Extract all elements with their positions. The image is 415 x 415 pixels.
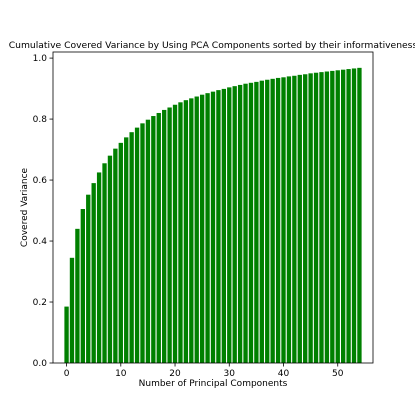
x-tick-label-30: 30 [224,369,236,379]
bar-46 [313,72,319,363]
x-tick-label-40: 40 [278,369,290,379]
bar-27 [210,91,216,363]
bar-37 [265,79,270,363]
bar-41 [286,76,292,363]
bar-54 [357,67,362,363]
bar-49 [330,70,335,364]
bar-45 [308,73,313,363]
bar-22 [183,100,189,364]
bar-33 [243,83,248,364]
bar-19 [167,107,172,364]
y-tick-label-0.2: 0.2 [33,298,47,308]
bar-2 [75,228,80,363]
bar-36 [259,80,264,363]
bar-11 [124,137,129,363]
y-axis: 0.0 0.2 0.4 0.6 0.8 1.0 [33,54,53,369]
bar-31 [232,86,237,364]
bar-16 [151,116,156,363]
bar-29 [221,88,227,363]
bar-53 [351,68,357,364]
x-tick-label-10: 10 [115,369,127,379]
x-axis: 0 10 20 30 40 50 [64,363,344,379]
plot-frame [52,51,374,364]
bar-30 [227,87,232,364]
x-axis-label: Number of Principal Components [139,379,288,389]
bar-35 [254,81,259,363]
bar-25 [199,94,205,363]
y-tick-label-1.0: 1.0 [33,54,48,64]
bar-51 [341,69,346,364]
bar-40 [281,77,286,363]
bar-5 [91,183,96,363]
bar-38 [270,78,275,363]
bar-42 [292,75,297,363]
bar-23 [189,98,194,363]
bar-6 [96,172,102,363]
bar-26 [205,93,210,363]
bar-32 [237,84,243,364]
bar-52 [346,69,351,363]
bar-7 [102,163,107,363]
x-tick-label-50: 50 [332,369,344,379]
bar-12 [129,132,134,363]
y-tick-label-0.6: 0.6 [33,176,48,186]
y-tick-label-0.8: 0.8 [33,115,48,125]
bar-43 [297,74,302,364]
bar-15 [145,119,151,363]
bar-47 [319,72,324,364]
bar-8 [107,155,113,363]
bar-9 [113,148,118,363]
bar-44 [303,74,308,363]
bar-18 [162,109,167,364]
bar-10 [118,142,123,363]
bar-0 [64,306,69,363]
bar-50 [335,70,340,363]
bar-24 [194,96,199,364]
chart-title: Cumulative Covered Variance by Using PCA… [9,40,415,51]
bar-1 [69,257,75,363]
y-tick-label-0.0: 0.0 [33,359,48,369]
y-tick-label-0.4: 0.4 [33,237,48,247]
bar-17 [156,112,161,363]
bars-group [64,67,362,364]
bar-39 [275,77,281,364]
bar-3 [80,209,85,363]
bar-34 [248,82,254,364]
bar-13 [134,127,140,364]
bar-4 [86,194,91,363]
bar-14 [140,123,145,363]
x-tick-label-0: 0 [64,369,70,379]
y-axis-label: Covered Variance [20,167,30,247]
bar-20 [172,104,178,363]
x-tick-label-20: 20 [169,369,181,379]
bar-48 [324,71,330,363]
bar-28 [216,90,221,364]
bar-21 [178,102,183,363]
